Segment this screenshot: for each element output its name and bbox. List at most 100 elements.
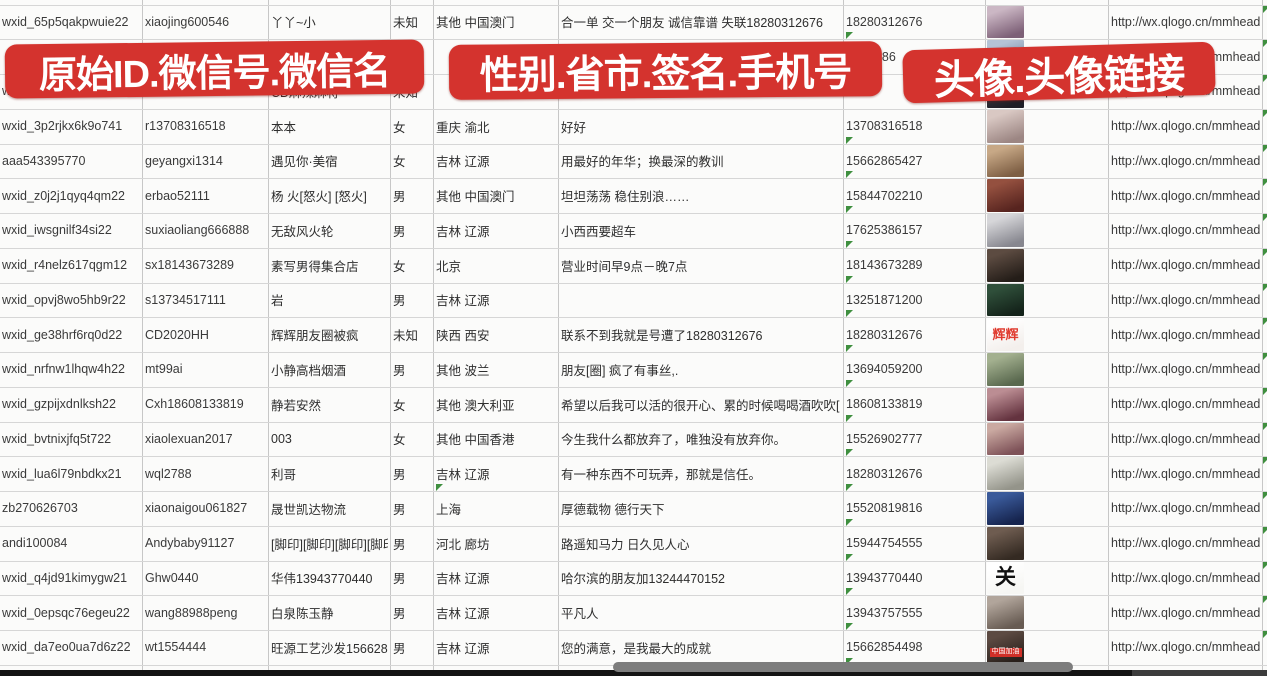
cell-id[interactable]: wxid_gzpijxdnlksh22	[2, 397, 116, 412]
cell-id[interactable]: andi100084	[2, 536, 68, 551]
cell-url[interactable]: http://wx.qlogo.cn/mmhead	[1111, 605, 1261, 620]
cell-nickname[interactable]: 静若安然	[271, 398, 322, 413]
cell-account[interactable]: Ghw0440	[145, 570, 199, 585]
cell-nickname[interactable]: 遇见你·美宿	[271, 155, 338, 170]
cell-phone[interactable]: 13694059200	[846, 362, 923, 377]
cell-nickname[interactable]: 003	[271, 431, 292, 446]
cell-phone[interactable]: 15944754555	[846, 536, 923, 551]
cell-nickname[interactable]: 小静高档烟酒	[271, 363, 347, 378]
cell-account[interactable]: r13708316518	[145, 119, 226, 134]
cell-region[interactable]: 吉林 辽源	[436, 155, 490, 170]
cell-gender[interactable]: 男	[393, 224, 406, 239]
avatar-image[interactable]: 中国加油	[987, 631, 1024, 664]
cell-account[interactable]: geyangxi1314	[145, 153, 223, 168]
cell-id[interactable]: zb270626703	[2, 501, 78, 516]
cell-url[interactable]: http://wx.qlogo.cn/mmhead	[1111, 292, 1261, 307]
cell-id[interactable]: wxid_bvtnixjfq5t722	[2, 431, 112, 446]
cell-account[interactable]: wql2788	[145, 466, 192, 481]
cell-url[interactable]: http://wx.qlogo.cn/mmhead	[1111, 119, 1261, 134]
cell-nickname[interactable]: 利哥	[271, 468, 297, 483]
cell-signature[interactable]: 合一单 交一个朋友 诚信靠谱 失联18280312676	[561, 16, 823, 31]
avatar-image[interactable]	[987, 353, 1024, 386]
cell-region[interactable]: 吉林 辽源	[436, 607, 490, 622]
cell-account[interactable]: CD2020HH	[145, 327, 209, 342]
cell-region[interactable]: 其他 中国澳门	[436, 16, 515, 31]
cell-account[interactable]: suxiaoliang666888	[145, 223, 250, 238]
avatar-image[interactable]	[987, 283, 1024, 317]
cell-url[interactable]: http://wx.qlogo.cn/mmhead	[1111, 431, 1261, 446]
cell-gender[interactable]: 女	[393, 259, 406, 274]
cell-id[interactable]: wxid_65p5qakpwuie22	[2, 14, 129, 29]
cell-url[interactable]: http://wx.qlogo.cn/mmhead	[1111, 362, 1261, 377]
cell-gender[interactable]: 男	[393, 363, 406, 378]
cell-region[interactable]: 其他 中国澳门	[436, 190, 515, 205]
cell-gender[interactable]: 男	[393, 641, 406, 656]
cell-signature[interactable]: 路遥知马力 日久见人心	[561, 537, 690, 552]
cell-phone[interactable]: 18608133819	[846, 397, 923, 412]
cell-nickname[interactable]: 丫丫~小	[271, 16, 316, 31]
avatar-image[interactable]	[987, 387, 1024, 421]
cell-id[interactable]: wxid_r4nelz617qgm12	[2, 258, 128, 273]
cell-phone[interactable]: 13943757555	[846, 605, 923, 620]
avatar-image[interactable]	[987, 109, 1024, 143]
cell-account[interactable]: erbao52111	[145, 188, 210, 203]
cell-id[interactable]: wxid_ge38hrf6rq0d22	[2, 327, 123, 342]
cell-region[interactable]: 陕西 西安	[436, 329, 490, 344]
cell-account[interactable]: xiaonaigou061827	[145, 501, 248, 516]
cell-url[interactable]: http://wx.qlogo.cn/mmhead	[1111, 466, 1261, 481]
cell-account[interactable]: Cxh18608133819	[145, 397, 244, 412]
cell-url[interactable]: http://wx.qlogo.cn/mmhead	[1111, 188, 1261, 203]
avatar-image[interactable]	[987, 144, 1024, 178]
cell-region[interactable]: 其他 波兰	[436, 363, 490, 378]
cell-gender[interactable]: 女	[393, 155, 406, 170]
cell-signature[interactable]: 小西西要超车	[561, 224, 637, 239]
cell-url[interactable]: http://wx.qlogo.cn/mmhead	[1111, 14, 1261, 29]
cell-nickname[interactable]: 辉辉朋友圈被疯	[271, 329, 359, 344]
cell-nickname[interactable]: 白泉陈玉静	[271, 607, 334, 622]
cell-phone[interactable]: 15520819816	[846, 501, 923, 516]
cell-id[interactable]: wxid_0epsqc76egeu22	[2, 605, 130, 620]
cell-phone[interactable]: 13943770440	[846, 570, 923, 585]
cell-nickname[interactable]: 旺源工艺沙发15662854	[271, 641, 388, 656]
cell-region[interactable]: 吉林 辽源	[436, 224, 490, 239]
cell-url[interactable]: http://wx.qlogo.cn/mmhead	[1111, 501, 1261, 516]
avatar-image[interactable]	[987, 526, 1024, 560]
avatar-image[interactable]	[987, 248, 1024, 282]
avatar-image[interactable]: 关	[987, 561, 1024, 595]
cell-gender[interactable]: 男	[393, 537, 406, 552]
cell-nickname[interactable]: 无敌风火轮	[271, 224, 334, 239]
cell-account[interactable]: xiaojing600546	[145, 14, 230, 29]
cell-region[interactable]: 北京	[436, 259, 462, 274]
cell-url[interactable]: http://wx.qlogo.cn/mmhead	[1111, 536, 1261, 551]
cell-signature[interactable]: 朋友[圈] 疯了有事丝,.	[561, 363, 679, 378]
cell-id[interactable]: wxid_nrfnw1lhqw4h22	[2, 362, 125, 377]
cell-phone[interactable]: 18280312676	[846, 14, 923, 29]
cell-region[interactable]: 河北 廊坊	[436, 537, 490, 552]
cell-gender[interactable]: 男	[393, 190, 406, 205]
avatar-image[interactable]	[987, 422, 1024, 456]
cell-phone[interactable]: 15662865427	[846, 153, 923, 168]
cell-url[interactable]: http://wx.qlogo.cn/mmhead	[1111, 258, 1261, 273]
cell-id[interactable]: wxid_3p2rjkx6k9o741	[2, 119, 123, 134]
cell-id[interactable]: wxid_lua6l79nbdkx21	[2, 466, 122, 481]
cell-url[interactable]: http://wx.qlogo.cn/mmhead	[1111, 640, 1261, 655]
cell-region[interactable]: 其他 中国香港	[436, 433, 515, 448]
cell-account[interactable]: sx18143673289	[145, 258, 234, 273]
avatar-image[interactable]: 辉辉	[987, 318, 1024, 352]
cell-signature[interactable]: 用最好的年华；换最深的教训	[561, 155, 724, 170]
cell-nickname[interactable]: 本本	[271, 120, 297, 135]
cell-phone[interactable]: 15844702210	[846, 188, 923, 203]
cell-signature[interactable]: 希望以后我可以活的很开心、累的时候喝喝酒吹吹[	[561, 398, 840, 413]
cell-phone[interactable]: 17625386157	[846, 223, 923, 238]
cell-gender[interactable]: 未知	[393, 329, 419, 344]
video-scrubber-handle[interactable]	[613, 662, 1073, 672]
avatar-image[interactable]	[987, 179, 1024, 213]
cell-nickname[interactable]: 岩	[271, 294, 284, 309]
cell-id[interactable]: aaa543395770	[2, 153, 86, 168]
cell-nickname[interactable]: [脚印][脚印][脚印][脚印]	[271, 537, 388, 552]
cell-region[interactable]: 吉林 辽源	[436, 294, 490, 309]
cell-nickname[interactable]: 华伟13943770440	[271, 572, 373, 587]
video-progress-track[interactable]	[0, 670, 1132, 676]
cell-region[interactable]: 吉林 辽源	[436, 641, 490, 656]
cell-signature[interactable]: 您的满意，是我最大的成就	[561, 641, 712, 656]
